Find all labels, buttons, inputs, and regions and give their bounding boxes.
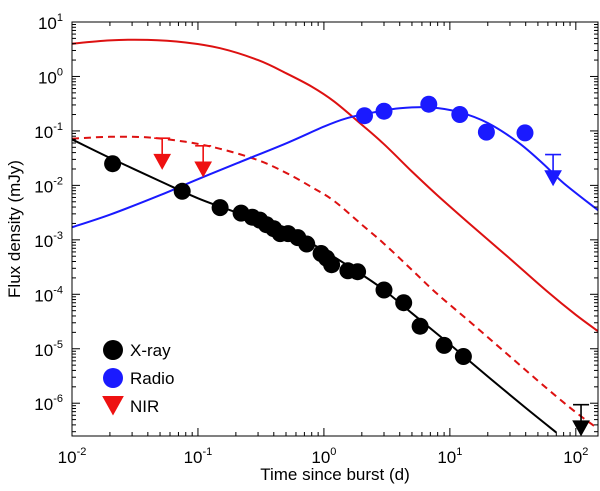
y-axis-label: Flux density (mJy) xyxy=(5,160,24,298)
legend-marker xyxy=(102,396,124,416)
nir-upper-limit-marker-1 xyxy=(194,161,213,178)
radio-point-5 xyxy=(516,124,534,142)
legend-label: Radio xyxy=(130,369,174,388)
x-ray-point-21 xyxy=(454,348,472,365)
legend-label: X-ray xyxy=(130,341,171,360)
legend-marker xyxy=(103,340,123,360)
radio-point-0 xyxy=(356,107,373,125)
x-tick-label: 101 xyxy=(437,446,462,467)
model-curve-2 xyxy=(72,106,598,229)
x-ray-point-19 xyxy=(411,317,429,335)
legend-label: NIR xyxy=(130,397,159,416)
model-curve-0 xyxy=(72,38,598,333)
model-curve-1 xyxy=(72,135,598,430)
legend: X-ray Radio NIR xyxy=(102,340,174,416)
plot-frame xyxy=(71,21,599,437)
x-axis-label: Time since burst (d) xyxy=(260,465,410,484)
nir-upper-limit-0 xyxy=(153,137,172,170)
radio-point-3 xyxy=(451,106,469,123)
x-tick-label: 100 xyxy=(311,446,336,467)
legend-marker xyxy=(103,368,123,388)
x-tick-label: 10-2 xyxy=(58,446,87,467)
y-tick-label: 10-4 xyxy=(34,284,63,305)
y-tick-label: 100 xyxy=(38,66,63,87)
legend-entry-nir: NIR xyxy=(102,396,159,416)
model-curves xyxy=(72,38,598,434)
y-tick-label: 10-6 xyxy=(34,393,63,414)
x-ray-point-18 xyxy=(395,294,413,312)
radio-upper-limit-0 xyxy=(544,153,562,187)
nir-upper-limit-1 xyxy=(194,145,213,178)
y-tick-label: 10-1 xyxy=(34,121,63,142)
plot-area xyxy=(72,22,598,436)
radio-point-2 xyxy=(420,95,438,113)
axis-ticks xyxy=(71,21,598,436)
x-ray-point-20 xyxy=(435,336,453,354)
x-ray-point-16 xyxy=(349,263,367,281)
x-ray-upper-limit-0 xyxy=(572,403,590,436)
y-tick-label: 10-5 xyxy=(34,339,63,360)
x-ray-point-1 xyxy=(173,182,191,200)
x-ray-point-0 xyxy=(104,155,122,173)
legend-entry-x-ray: X-ray xyxy=(103,340,171,360)
model-curve-3 xyxy=(72,138,557,434)
radio-upper-limit-marker-0 xyxy=(544,170,562,187)
x-tick-label: 102 xyxy=(563,446,588,467)
y-tick-label: 10-3 xyxy=(34,230,63,251)
radio-point-1 xyxy=(375,102,393,120)
x-ray-point-2 xyxy=(211,199,229,217)
x-ray-point-17 xyxy=(375,281,393,299)
nir-upper-limit-marker-0 xyxy=(153,153,172,170)
x-tick-label: 10-1 xyxy=(184,446,213,467)
legend-entry-radio: Radio xyxy=(103,368,174,388)
x-ray-point-11 xyxy=(298,235,316,253)
data-markers xyxy=(104,95,590,436)
y-tick-label: 10-2 xyxy=(34,175,63,196)
x-ray-upper-limit-marker-0 xyxy=(572,420,590,436)
y-tick-label: 101 xyxy=(38,12,63,33)
x-ray-point-14 xyxy=(323,256,341,274)
tick-labels: 10-2 10-1 100 101 102 10-6 10-5 10-4 10-3 10-2 10-… xyxy=(34,12,588,467)
radio-point-4 xyxy=(477,123,495,141)
